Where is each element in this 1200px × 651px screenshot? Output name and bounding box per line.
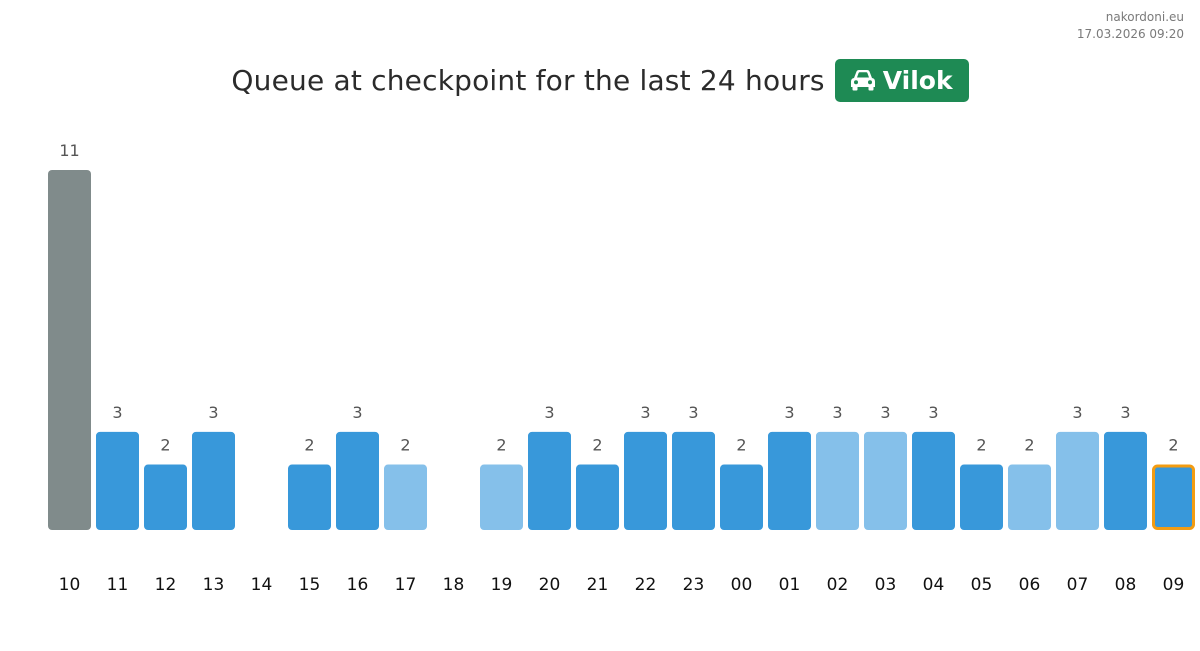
bar-09 bbox=[1152, 464, 1195, 530]
bar-value-label: 3 bbox=[1120, 403, 1130, 422]
x-tick-label: 23 bbox=[683, 575, 705, 595]
bar-05 bbox=[960, 464, 1003, 530]
checkpoint-badge: Vilok bbox=[834, 58, 969, 102]
bar-17 bbox=[384, 464, 427, 530]
timestamp: 17.03.2026 09:20 bbox=[1076, 27, 1184, 41]
bar-02 bbox=[816, 431, 859, 530]
bar-value-label: 3 bbox=[640, 403, 650, 422]
bar-value-label: 2 bbox=[592, 436, 602, 455]
x-tick-label: 21 bbox=[587, 575, 609, 595]
bar-value-label: 3 bbox=[1072, 403, 1082, 422]
x-tick-label: 17 bbox=[395, 575, 417, 595]
bar-08 bbox=[1104, 431, 1147, 530]
title-row: Queue at checkpoint for the last 24 hour… bbox=[0, 58, 1200, 102]
bar-value-label: 2 bbox=[400, 436, 410, 455]
x-tick-label: 07 bbox=[1067, 575, 1089, 595]
checkpoint-name: Vilok bbox=[882, 65, 953, 95]
chart-title: Queue at checkpoint for the last 24 hour… bbox=[231, 63, 825, 97]
bar-value-label: 3 bbox=[112, 403, 122, 422]
bar-value-label: 3 bbox=[352, 403, 362, 422]
bar-value-label: 2 bbox=[976, 436, 986, 455]
bar-value-label: 3 bbox=[880, 403, 890, 422]
bar-value-label: 2 bbox=[736, 436, 746, 455]
bar-12 bbox=[144, 464, 187, 530]
bar-04 bbox=[912, 431, 955, 530]
x-tick-label: 09 bbox=[1163, 575, 1185, 595]
bar-value-label: 11 bbox=[59, 141, 79, 160]
x-tick-label: 19 bbox=[491, 575, 513, 595]
x-tick-label: 22 bbox=[635, 575, 657, 595]
x-tick-label: 05 bbox=[971, 575, 993, 595]
x-tick-label: 20 bbox=[539, 575, 561, 595]
x-tick-label: 18 bbox=[443, 575, 465, 595]
site-name: nakordoni.eu bbox=[1105, 10, 1184, 24]
car-icon bbox=[850, 70, 875, 91]
bar-value-label: 3 bbox=[688, 403, 698, 422]
bar-22 bbox=[624, 431, 667, 530]
bar-03 bbox=[864, 431, 907, 530]
bar-value-label: 3 bbox=[544, 403, 554, 422]
x-tick-label: 04 bbox=[923, 575, 945, 595]
bar-value-label: 3 bbox=[208, 403, 218, 422]
bar-15 bbox=[288, 464, 331, 530]
x-tick-label: 16 bbox=[347, 575, 369, 595]
bar-11 bbox=[96, 431, 139, 530]
bar-value-label: 2 bbox=[160, 436, 170, 455]
bar-value-label: 2 bbox=[1024, 436, 1034, 455]
x-tick-label: 00 bbox=[731, 575, 753, 595]
x-tick-label: 01 bbox=[779, 575, 801, 595]
x-tick-label: 06 bbox=[1019, 575, 1041, 595]
bar-16 bbox=[336, 431, 379, 530]
x-tick-label: 11 bbox=[107, 575, 129, 595]
bar-10 bbox=[48, 170, 91, 530]
bar-value-label: 2 bbox=[1168, 436, 1178, 455]
x-tick-label: 02 bbox=[827, 575, 849, 595]
bar-20 bbox=[528, 431, 571, 530]
bar-value-label: 2 bbox=[304, 436, 314, 455]
x-tick-label: 03 bbox=[875, 575, 897, 595]
bar-13 bbox=[192, 431, 235, 530]
x-tick-label: 14 bbox=[251, 575, 273, 595]
bar-00 bbox=[720, 464, 763, 530]
bar-value-label: 3 bbox=[832, 403, 842, 422]
x-tick-label: 13 bbox=[203, 575, 225, 595]
brand-block: nakordoni.eu 17.03.2026 09:20 bbox=[1077, 9, 1184, 43]
x-tick-label: 10 bbox=[59, 575, 81, 595]
bar-06 bbox=[1008, 464, 1051, 530]
bar-value-label: 3 bbox=[784, 403, 794, 422]
bar-23 bbox=[672, 431, 715, 530]
x-tick-label: 08 bbox=[1115, 575, 1137, 595]
bar-01 bbox=[768, 431, 811, 530]
x-tick-label: 12 bbox=[155, 575, 177, 595]
bar-07 bbox=[1056, 431, 1099, 530]
x-tick-label: 15 bbox=[299, 575, 321, 595]
bar-21 bbox=[576, 464, 619, 530]
bar-value-label: 3 bbox=[928, 403, 938, 422]
bar-value-label: 2 bbox=[496, 436, 506, 455]
bar-19 bbox=[480, 464, 523, 530]
